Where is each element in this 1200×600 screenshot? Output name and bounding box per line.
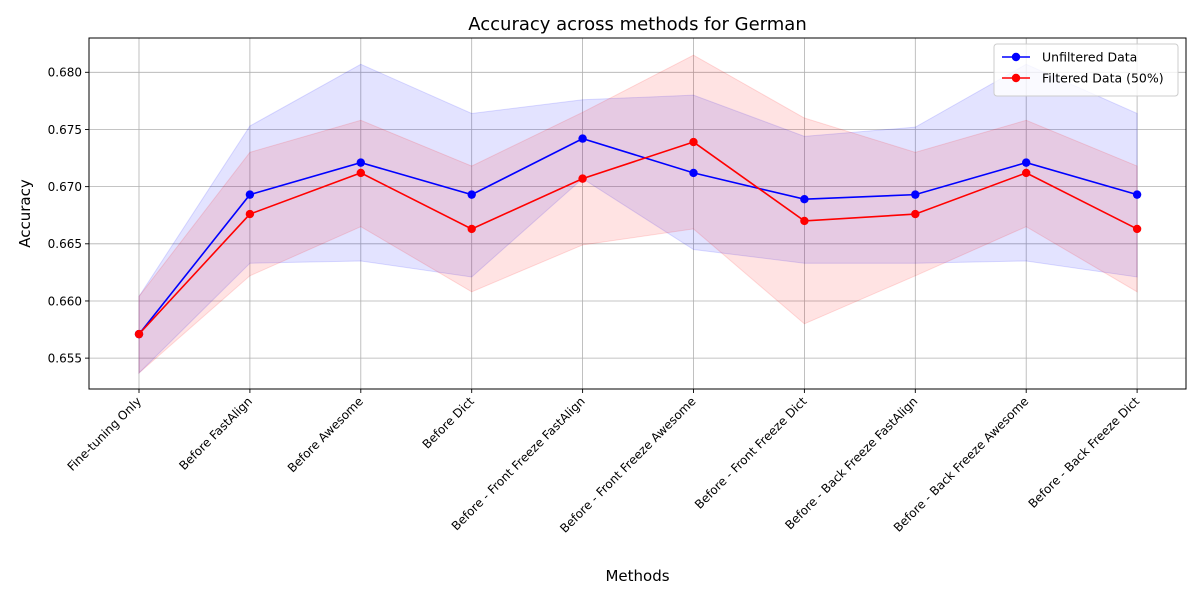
grid-layer (89, 38, 1186, 389)
x-tick-label: Before Dict (420, 394, 477, 451)
data-point (356, 168, 365, 178)
legend-marker (1011, 52, 1021, 62)
data-point (689, 137, 698, 147)
data-point (134, 329, 144, 339)
y-axis-ticks: 0.655 0.660 0.665 0.670 0.675 0.680 (48, 66, 89, 365)
data-point (1132, 224, 1142, 234)
legend-label: Unfiltered Data (1042, 50, 1137, 65)
legend-label: Filtered Data (50%) (1042, 71, 1164, 86)
y-tick-label: 0.675 (48, 123, 82, 137)
data-point (1021, 158, 1031, 167)
data-point (578, 134, 587, 143)
y-tick-label: 0.665 (48, 237, 82, 251)
data-point (245, 209, 255, 219)
data-point (245, 190, 255, 199)
data-point (467, 190, 476, 199)
x-tick-label: Before - Front Freeze FastAlign (449, 394, 588, 533)
data-point (1132, 190, 1142, 199)
y-tick-label: 0.670 (48, 180, 82, 194)
legend-marker (1011, 73, 1021, 83)
data-point (911, 190, 920, 199)
x-tick-label: Before - Front Freeze Awesome (557, 394, 698, 535)
x-tick-label: Before FastAlign (176, 394, 255, 473)
legend: Unfiltered Data Filtered Data (50%) (993, 43, 1179, 97)
data-point (800, 195, 809, 204)
legend-frame (993, 43, 1179, 97)
confidence-band (138, 54, 1138, 375)
y-tick-label: 0.680 (48, 66, 82, 80)
series-group (134, 137, 1142, 339)
chart-title: Accuracy across methods for German (468, 14, 806, 35)
data-point (578, 174, 587, 183)
data-point (1021, 168, 1031, 178)
data-point (689, 168, 698, 178)
x-tick-label: Before - Back Freeze FastAlign (782, 394, 920, 532)
x-tick-label: Before Awesome (285, 394, 366, 475)
x-axis-title: Methods (605, 567, 669, 585)
plot-frame (88, 37, 1187, 390)
data-point (356, 158, 365, 167)
confidence-band (138, 63, 1138, 375)
x-tick-label: Fine-tuning Only (65, 394, 145, 474)
x-axis-ticks: Fine-tuning Only Before FastAlign Before A… (65, 389, 1143, 536)
x-tick-label: Before - Front Freeze Dict (692, 394, 810, 512)
series-line (138, 141, 1138, 335)
x-tick-label: Before - Back Freeze Dict (1026, 394, 1143, 511)
data-point (467, 224, 476, 234)
y-tick-label: 0.655 (48, 351, 82, 365)
y-tick-label: 0.660 (48, 294, 82, 308)
confidence-bands (138, 54, 1138, 375)
series-line (138, 137, 1138, 335)
data-point (911, 209, 920, 219)
data-point (800, 216, 809, 226)
x-tick-label: Before - Back Freeze Awesome (891, 394, 1031, 534)
y-axis-title: Accuracy (16, 179, 34, 248)
series-layer (134, 134, 1142, 339)
